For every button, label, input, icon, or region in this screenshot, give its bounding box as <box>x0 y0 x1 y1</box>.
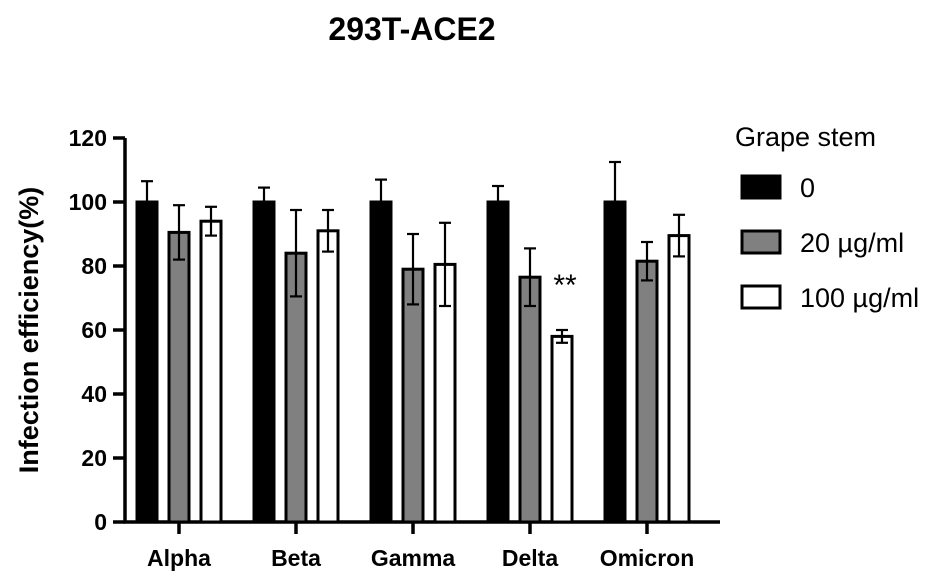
legend-swatch <box>740 229 782 255</box>
y-tick-label: 120 <box>69 125 107 151</box>
legend-label: 100 µg/ml <box>800 283 919 313</box>
significance-annotation: ** <box>553 269 577 302</box>
y-tick-label: 80 <box>81 253 107 279</box>
x-tick-label: Omicron <box>600 545 695 571</box>
chart-title: 293T-ACE2 <box>328 11 495 47</box>
bar <box>252 200 276 524</box>
bar <box>635 259 659 524</box>
legend-title: Grape stem <box>735 122 876 152</box>
y-axis-label: Infection efficiency(%) <box>14 187 44 474</box>
x-tick-label: Gamma <box>371 545 456 571</box>
legend-label: 0 <box>800 173 815 203</box>
bar <box>550 334 574 524</box>
bar <box>518 275 542 524</box>
bar <box>369 200 393 524</box>
annotations: ** <box>553 269 577 302</box>
bar <box>401 267 425 524</box>
legend: Grape stem 0 20 µg/ml 100 µg/ml <box>735 122 919 313</box>
bar <box>316 229 340 524</box>
y-tick-label: 60 <box>81 317 107 343</box>
y-tick-label: 40 <box>81 381 107 407</box>
bar <box>667 234 691 524</box>
y-tick-label: 0 <box>94 509 107 535</box>
error-bars <box>141 160 685 344</box>
legend-swatch <box>740 174 782 200</box>
bar <box>603 200 627 524</box>
legend-label: 20 µg/ml <box>800 228 904 258</box>
bar <box>167 230 191 524</box>
y-tick-label: 20 <box>81 445 107 471</box>
x-tick-label: Alpha <box>147 545 211 571</box>
legend-swatch <box>740 284 782 310</box>
axes: 0 20 40 60 80 100 120 Alpha Beta Gamma Delta Omicro… <box>69 125 720 571</box>
bar <box>199 219 223 524</box>
bar <box>135 200 159 524</box>
x-tick-label: Beta <box>271 545 321 571</box>
bar <box>486 200 510 524</box>
y-tick-label: 100 <box>69 189 107 215</box>
x-tick-label: Delta <box>502 545 558 571</box>
